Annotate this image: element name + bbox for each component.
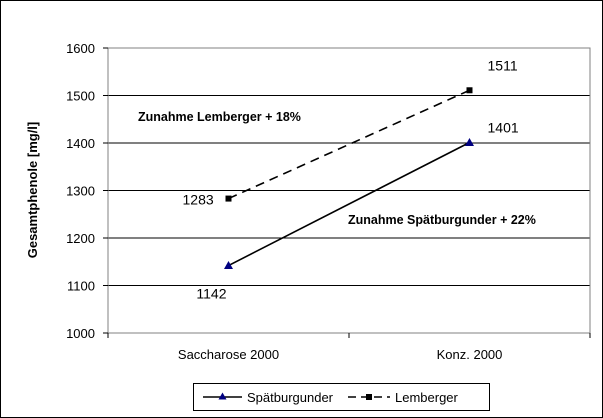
series-line-sp-tburgunder xyxy=(228,141,470,267)
legend-lemberger-label: Lemberger xyxy=(395,390,459,405)
y-tick-label-1400: 1400 xyxy=(66,136,95,151)
point-1-0 xyxy=(225,195,232,202)
y-tick-label-1300: 1300 xyxy=(66,184,95,199)
y-tick-label-1600: 1600 xyxy=(66,41,95,56)
data-label-0-0: 1142 xyxy=(196,286,226,302)
y-axis-label: Gesamtphenole [mg/l] xyxy=(25,122,40,259)
legend: Spätburgunder Lemberger xyxy=(193,383,490,411)
y-axis-ticks: 1000 1100 1200 1300 1400 1500 1600 xyxy=(66,41,108,341)
point-1-1 xyxy=(466,87,473,94)
annotation-spaetburgunder: Zunahme Spätburgunder + 22% xyxy=(348,213,536,227)
data-label-1-0: 1283 xyxy=(183,192,214,208)
y-tick-label-1200: 1200 xyxy=(66,231,95,246)
data-label-0-1: 1401 xyxy=(488,120,519,136)
legend-spaetburgunder-label: Spätburgunder xyxy=(247,390,334,405)
point-0-0 xyxy=(224,261,233,270)
x-tick-label-0: Saccharose 2000 xyxy=(178,347,279,362)
legend-spaetburgunder-marker xyxy=(218,392,227,400)
y-tick-label-1100: 1100 xyxy=(67,279,95,294)
y-tick-label-1000: 1000 xyxy=(66,326,95,341)
y-tick-label-1500: 1500 xyxy=(66,89,95,104)
legend-lemberger-marker xyxy=(366,394,372,400)
series-layer xyxy=(224,87,474,270)
data-labels: 1142 1401 1283 1511 xyxy=(183,57,519,301)
legend-box xyxy=(193,383,490,411)
point-0-1 xyxy=(465,138,474,147)
data-label-1-1: 1511 xyxy=(488,57,518,73)
annotation-lemberger: Zunahme Lemberger + 18% xyxy=(138,110,301,124)
x-tick-label-1: Konz. 2000 xyxy=(437,347,503,362)
x-axis-ticks: Saccharose 2000 Konz. 2000 xyxy=(107,333,591,362)
